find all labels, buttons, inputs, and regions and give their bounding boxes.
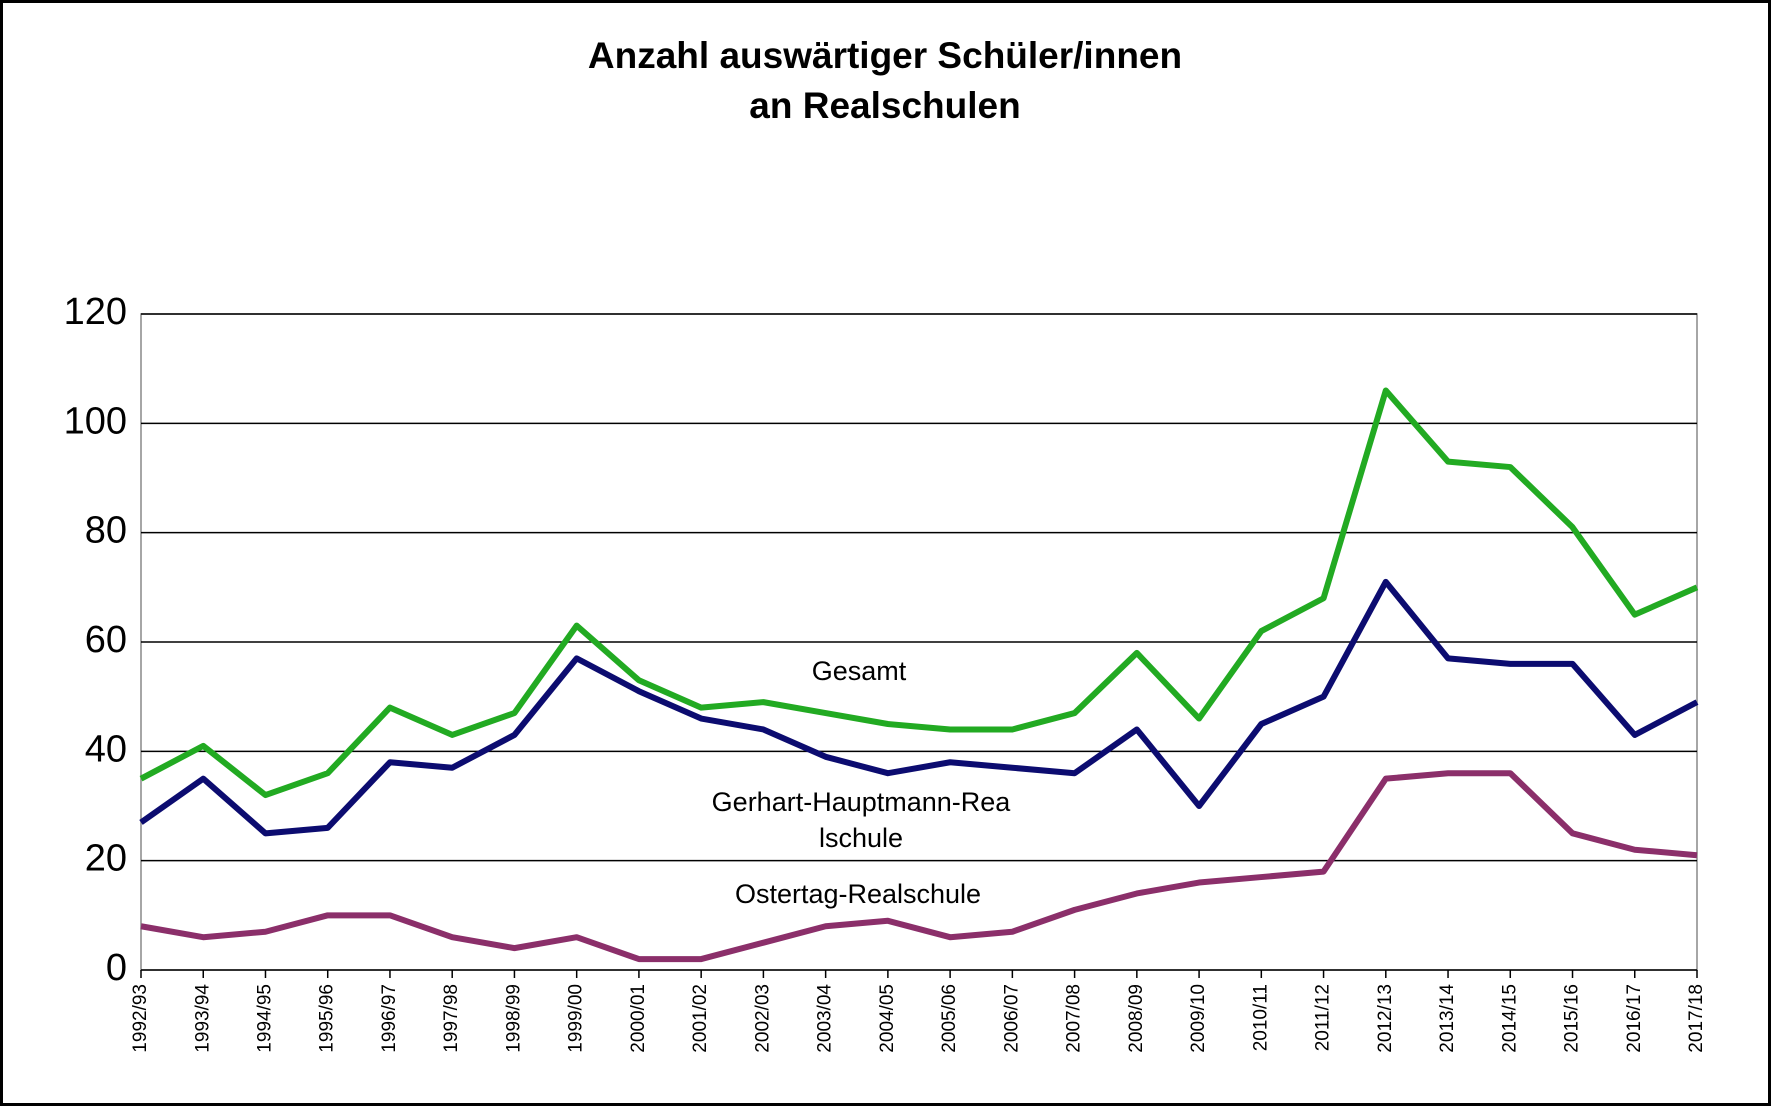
chart-title: Anzahl auswärtiger Schüler/innen [588,35,1182,76]
y-tick-label: 60 [85,619,127,661]
x-tick-label: 1992/93 [130,984,151,1053]
x-tick-label: 2016/17 [1624,984,1645,1053]
y-tick-label: 20 [85,838,127,880]
series-line [140,770,1698,963]
x-tick-label: 1994/95 [254,984,275,1053]
x-tick-label: 2001/02 [690,984,711,1053]
x-tick-label: 2002/03 [752,984,773,1053]
series-label: Gerhart-Hauptmann-Realschule [707,784,1015,856]
x-tick-label: 2010/11 [1250,984,1271,1051]
x-tick-label: 2006/07 [1001,984,1022,1053]
x-tick-label: 2017/18 [1686,984,1707,1053]
series-label: Gesamt [807,653,911,689]
x-tick-label: 1996/97 [379,984,400,1053]
series-line [139,578,1699,837]
series-label: Ostertag-Realschule [730,876,986,912]
x-tick-label: 2009/10 [1188,984,1209,1053]
x-tick-label: 2007/08 [1064,984,1085,1053]
y-tick-label: 120 [64,291,127,333]
x-tick-label: 2013/14 [1437,984,1458,1053]
y-tick-label: 80 [85,510,127,552]
x-tick-label: 2015/16 [1562,984,1583,1053]
x-tick-label: 2000/01 [628,984,649,1053]
x-tick-label: 1997/98 [441,984,462,1053]
x-tick-label: 1995/96 [317,984,338,1053]
x-tick-label: 1998/99 [503,984,524,1053]
x-tick-label: 2008/09 [1126,984,1147,1053]
x-tick-label: 1999/00 [566,984,587,1053]
y-tick-label: 40 [85,728,127,770]
series-line [139,387,1699,799]
x-tick-label: 2014/15 [1499,984,1520,1053]
y-tick-label: 0 [106,947,127,989]
y-tick-label: 100 [64,400,127,442]
x-tick-label: 1993/94 [192,984,213,1053]
x-tick-label: 2011/12 [1313,984,1334,1051]
chart-title: an Realschulen [749,85,1020,126]
x-tick-label: 2005/06 [939,984,960,1053]
x-tick-label: 2003/04 [815,984,836,1053]
x-tick-label: 2012/13 [1375,984,1396,1053]
x-tick-label: 2004/05 [877,984,898,1053]
